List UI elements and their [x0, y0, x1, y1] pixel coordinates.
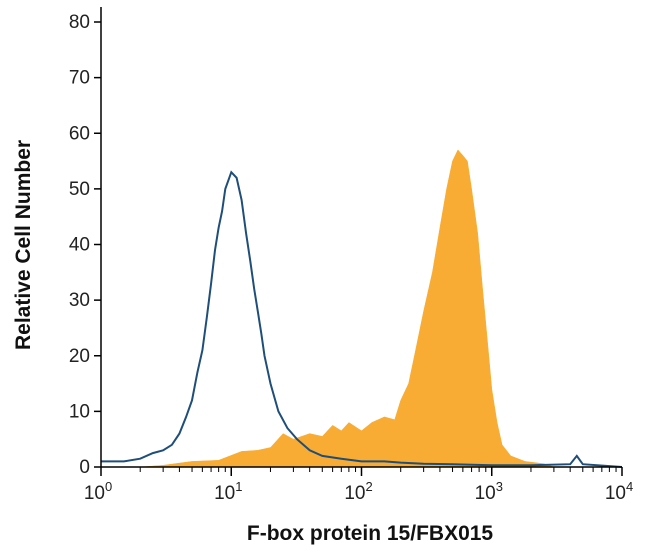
x-tick-label: 104 — [605, 479, 633, 504]
y-axis-title: Relative Cell Number — [12, 140, 35, 350]
x-tick-label: 100 — [84, 479, 112, 504]
x-axis-title: F-box protein 15/FBX015 — [247, 522, 494, 545]
y-tick-label: 60 — [69, 123, 90, 144]
x-tick-label: 102 — [344, 479, 372, 504]
y-tick-label: 50 — [69, 179, 90, 200]
stained-histogram-area — [101, 149, 622, 468]
y-tick-label: 30 — [69, 290, 90, 311]
y-tick-label: 20 — [69, 346, 90, 367]
control-histogram-line — [101, 170, 623, 468]
y-tick-label: 0 — [79, 457, 90, 478]
y-tick-label: 70 — [69, 68, 90, 89]
y-tick-label: 10 — [69, 401, 90, 422]
y-tick-label: 40 — [69, 235, 90, 256]
x-tick-label: 103 — [475, 479, 503, 504]
x-tick-label: 101 — [214, 479, 242, 504]
y-tick-label: 80 — [69, 12, 90, 33]
